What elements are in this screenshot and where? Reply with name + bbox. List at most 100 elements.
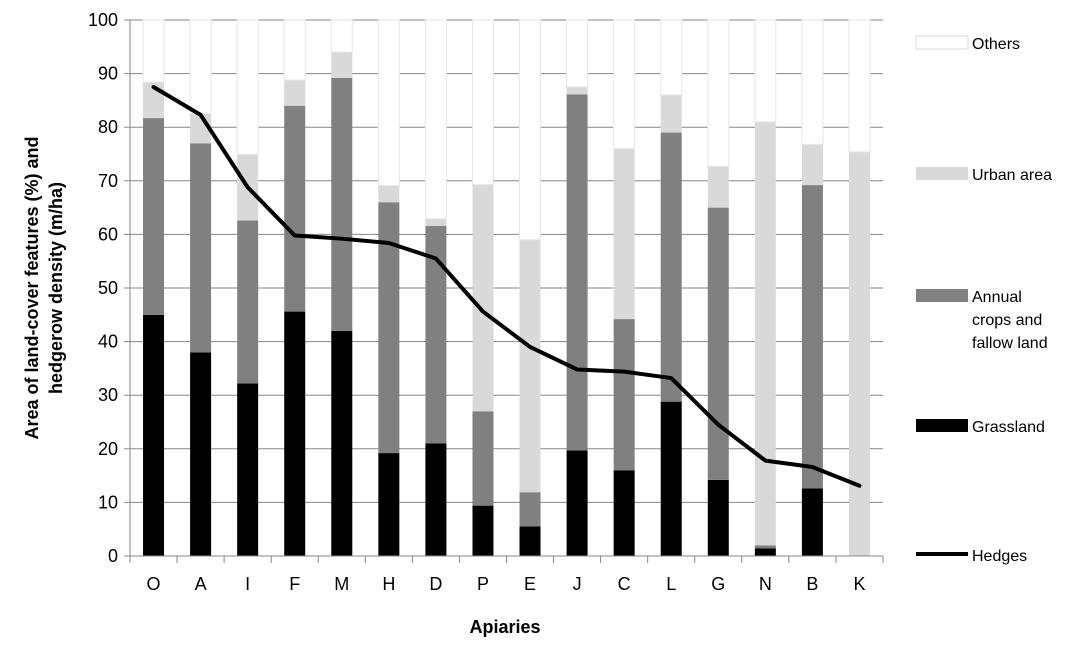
bar-others [801, 19, 824, 145]
bar-annual-crops-and-fallow-land [660, 132, 682, 402]
y-tick-label: 40 [98, 332, 118, 352]
x-tick-label: I [245, 574, 250, 594]
bar-grassland [613, 470, 635, 556]
bar-grassland [425, 443, 447, 556]
legend-label-others: Others [972, 36, 1020, 53]
x-axis-title: Apiaries [469, 617, 540, 637]
hedges-line-series [151, 85, 862, 488]
y-tick-label: 0 [108, 546, 118, 566]
bar-urban-area [566, 87, 588, 95]
axes [124, 19, 884, 563]
y-tick-label: 100 [88, 10, 118, 30]
legend-swatch-urban-area [916, 167, 968, 180]
bar-others [566, 19, 589, 88]
bar-grassland [801, 488, 823, 556]
bar-annual-crops-and-fallow-land [613, 319, 635, 471]
x-tick-label: N [759, 574, 772, 594]
bar-others [471, 19, 494, 186]
bar-grassland [237, 383, 259, 556]
bar-others [660, 19, 683, 96]
bar-others [424, 19, 447, 220]
bar-urban-area [848, 151, 870, 556]
x-tick-label: O [147, 574, 161, 594]
x-tick-label: F [289, 574, 300, 594]
bar-annual-crops-and-fallow-land [801, 185, 823, 489]
legend-label-hedges: Hedges [972, 548, 1027, 565]
bar-grassland [331, 330, 353, 556]
bar-others [189, 19, 212, 115]
x-tick-label: D [429, 574, 442, 594]
legend-swatch-annual-crops-and-fallow-land [916, 289, 968, 302]
y-tick-label: 30 [98, 385, 118, 405]
bar-urban-area [707, 166, 729, 208]
bar-others [519, 19, 542, 241]
bar-urban-area [472, 184, 494, 412]
bar-urban-area [660, 95, 682, 133]
y-tick-label: 80 [98, 117, 118, 137]
bar-annual-crops-and-fallow-land [472, 411, 494, 506]
bar-grassland [378, 453, 400, 556]
bar-others [754, 19, 777, 123]
bar-urban-area [801, 144, 823, 186]
y-tick-label: 60 [98, 224, 118, 244]
bar-others [330, 19, 353, 53]
bar-grassland [566, 450, 588, 556]
legend-swatch-others [915, 35, 969, 50]
bar-others [377, 19, 400, 187]
x-tick-label: J [573, 574, 582, 594]
x-tick-label: L [666, 574, 676, 594]
bar-annual-crops-and-fallow-land [331, 77, 353, 331]
y-tick-label: 10 [98, 492, 118, 512]
bar-series [142, 19, 871, 556]
x-tick-label: C [618, 574, 631, 594]
bar-others [613, 19, 636, 150]
bar-urban-area [519, 239, 541, 493]
legend: Others Urban area Annual crops and fallow la… [915, 35, 1052, 565]
bar-others [142, 19, 165, 83]
bar-urban-area [613, 148, 635, 320]
y-tick-label: 90 [98, 64, 118, 84]
x-tick-label: B [806, 574, 818, 594]
bar-annual-crops-and-fallow-land [237, 220, 259, 384]
bar-urban-area [331, 52, 353, 78]
bar-others [283, 19, 306, 81]
bar-grassland [660, 401, 682, 556]
bar-grassland [707, 479, 729, 556]
x-tick-label: K [853, 574, 865, 594]
legend-label-urban-area: Urban area [972, 167, 1052, 184]
x-tick-label: G [711, 574, 725, 594]
bar-others [707, 19, 730, 167]
y-axis-title: Area of land-cover features (%) and hedge… [22, 136, 66, 439]
bar-urban-area [284, 80, 306, 106]
bar-annual-crops-and-fallow-land [284, 105, 306, 312]
y-tick-label: 50 [98, 278, 118, 298]
bar-grassland [519, 526, 541, 556]
bar-annual-crops-and-fallow-land [707, 207, 729, 480]
legend-swatch-grassland [916, 419, 968, 432]
bar-annual-crops-and-fallow-land [190, 143, 212, 353]
bar-urban-area [425, 218, 447, 226]
bar-annual-crops-and-fallow-land [754, 545, 776, 549]
bar-others [236, 19, 259, 156]
bar-annual-crops-and-fallow-land [425, 225, 447, 444]
bar-grassland [472, 505, 494, 556]
y-tick-label: 70 [98, 171, 118, 191]
bar-annual-crops-and-fallow-land [143, 118, 165, 315]
x-tick-label: A [195, 574, 207, 594]
x-tick-label: M [334, 574, 349, 594]
bar-urban-area [754, 121, 776, 546]
bar-others [848, 19, 871, 153]
y-tick-labels: 0 10 20 30 40 50 60 70 80 90 100 [88, 10, 118, 566]
legend-label-grassland: Grassland [972, 419, 1045, 436]
x-tick-label: H [382, 574, 395, 594]
line-hedges [151, 85, 862, 488]
bar-grassland [190, 352, 212, 556]
bar-grassland [754, 548, 776, 556]
bar-annual-crops-and-fallow-land [519, 492, 541, 527]
bar-grassland [284, 311, 306, 556]
bar-annual-crops-and-fallow-land [566, 94, 588, 451]
x-tick-label: P [477, 574, 489, 594]
bar-urban-area [378, 185, 400, 203]
